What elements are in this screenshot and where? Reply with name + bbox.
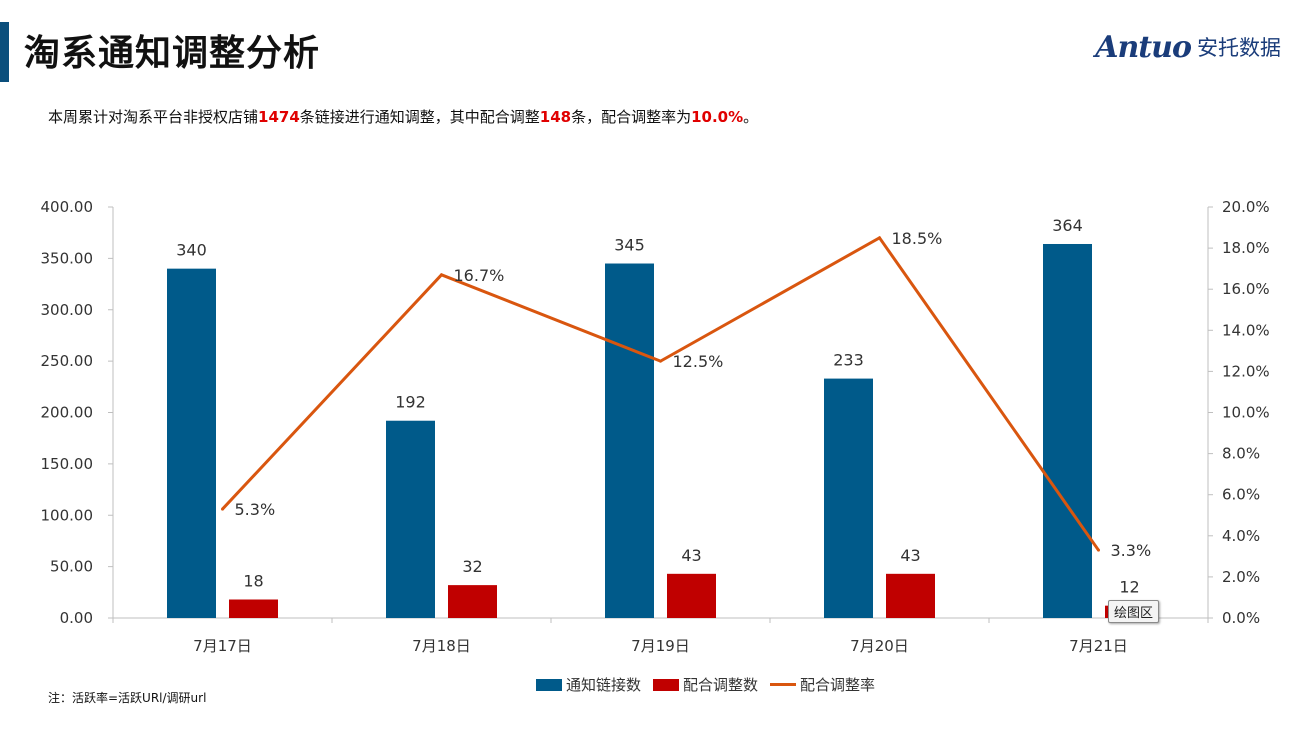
y-right-tick-label: 0.0% [1222,609,1260,627]
bar-adjusted [448,585,497,618]
summary-part: 。 [743,108,759,126]
summary-part: 条链接进行通知调整，其中配合调整 [299,108,540,126]
rate-data-label: 12.5% [673,352,724,371]
rate-point [659,359,662,363]
bar-data-label: 340 [176,241,207,260]
legend-item-adjusted: 配合调整数 [653,674,758,695]
legend-swatch-rate [770,683,797,686]
y-left-tick-label: 100.00 [41,506,94,524]
legend-item-rate: 配合调整率 [770,674,875,695]
y-right-tick-label: 8.0% [1222,445,1260,463]
bar-data-label: 18 [243,572,263,591]
rate-data-label: 16.7% [454,266,505,285]
bar-data-label: 43 [681,546,701,565]
rate-data-label: 5.3% [235,500,276,519]
y-right-tick-label: 16.0% [1222,280,1270,298]
y-right-tick-label: 14.0% [1222,321,1270,339]
bar-notify [386,420,435,618]
y-left-tick-label: 200.00 [41,404,94,422]
rate-data-label: 3.3% [1111,541,1152,560]
x-tick-label: 7月19日 [631,637,690,655]
y-right-tick-label: 20.0% [1222,198,1270,216]
rate-line [221,235,1100,552]
antuo-logo: Antuo 安托数据 [1095,24,1281,70]
y-right-tick-label: 6.0% [1222,486,1260,504]
bar-data-label: 43 [900,546,920,565]
y-left-tick-label: 250.00 [41,352,94,370]
y-right-tick-label: 2.0% [1222,568,1260,586]
x-tick-label: 7月21日 [1069,637,1128,655]
rate-point [1097,548,1100,552]
legend-label: 通知链接数 [566,676,642,694]
legend-swatch-notify [536,678,562,691]
summary-part: 本周累计对淘系平台非授权店铺 [48,108,259,126]
bar-data-label: 345 [614,236,645,255]
summary-part: 条，配合调整率为 [571,108,692,126]
bar-notify [1043,243,1092,619]
logo-cn: 安托数据 [1197,36,1281,60]
x-tick-label: 7月17日 [193,637,252,655]
x-tick-label: 7月18日 [412,637,471,655]
summary-adjusted: 148 [539,108,572,126]
y-left-tick-label: 50.00 [50,558,93,576]
y-left-tick-label: 150.00 [41,455,94,473]
bar-data-label: 192 [395,393,426,412]
title-accent-bar [0,22,9,82]
rate-point [221,507,224,511]
bar-data-label: 32 [462,557,482,576]
legend-label: 配合调整率 [800,676,876,694]
logo-brand: Antuo [1095,29,1192,65]
bar-notify [167,268,216,618]
y-left-tick-label: 400.00 [41,198,94,216]
bar-data-label: 364 [1052,216,1083,235]
y-left-tick-label: 0.00 [60,609,93,627]
bar-data-label: 12 [1119,578,1139,597]
bar-adjusted [667,573,716,618]
x-tick-label: 7月20日 [850,637,909,655]
summary-text: 本周累计对淘系平台非授权店铺1474条链接进行通知调整，其中配合调整148条，配… [48,106,758,127]
rate-point [878,236,881,240]
bar-notify [605,263,654,618]
rate-point [440,273,443,277]
page-title: 淘系通知调整分析 [24,33,321,74]
y-right-tick-label: 12.0% [1222,362,1270,380]
bar-data-label: 233 [833,351,864,370]
y-right-tick-label: 4.0% [1222,527,1260,545]
chart-legend: 通知链接数 配合调整数 配合调整率 [536,674,887,695]
rate-data-label: 18.5% [892,229,943,248]
plot-area-tooltip: 绘图区 [1108,600,1160,623]
legend-item-notify: 通知链接数 [536,674,641,695]
bar-adjusted [886,573,935,618]
legend-label: 配合调整数 [683,676,759,694]
y-left-tick-label: 350.00 [41,249,94,267]
footnote: 注：活跃率=活跃URl/调研url [48,691,207,705]
summary-total: 1474 [258,108,300,126]
y-left-tick-label: 300.00 [41,301,94,319]
y-right-tick-label: 18.0% [1222,239,1270,257]
y-right-tick-label: 10.0% [1222,404,1270,422]
summary-rate: 10.0% [691,108,744,126]
bar-notify [824,378,873,618]
legend-swatch-adjusted [653,678,680,691]
bar-adjusted [229,599,278,618]
